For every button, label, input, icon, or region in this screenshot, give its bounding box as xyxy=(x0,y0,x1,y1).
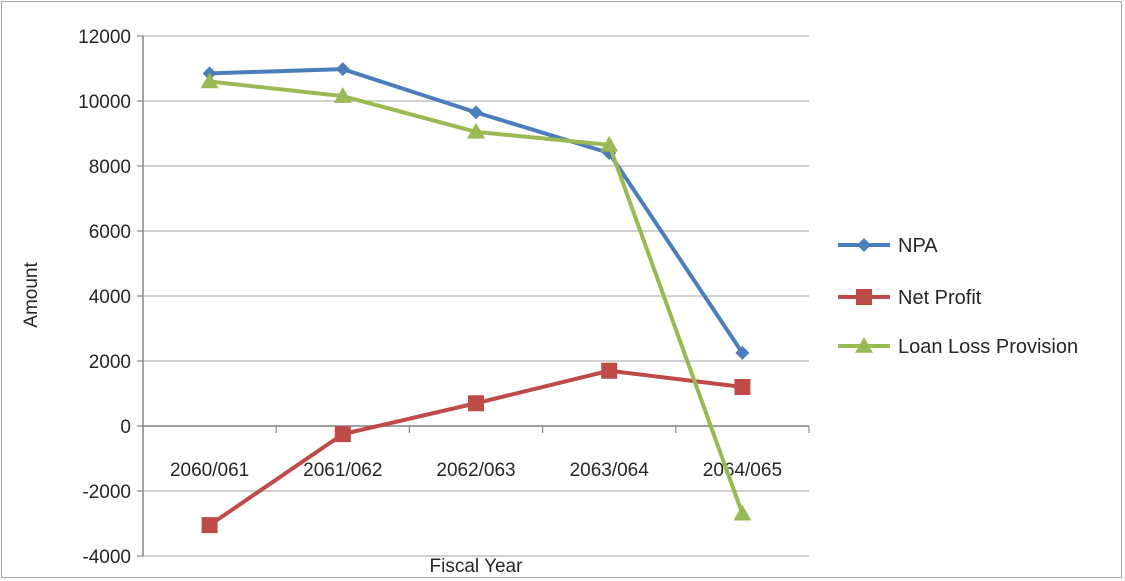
x-tick-label: 2064/065 xyxy=(703,460,782,481)
data-point xyxy=(601,362,618,379)
legend-marker xyxy=(856,289,872,305)
y-tick-label: 0 xyxy=(120,417,131,438)
x-tick-label: 2062/063 xyxy=(436,460,515,481)
x-tick-label: 2060/061 xyxy=(170,460,249,481)
data-point xyxy=(334,426,351,443)
legend: NPA Net Profit Loan Loss Provision xyxy=(838,235,1078,358)
y-tick-label: 2000 xyxy=(89,352,131,373)
legend-label: Loan Loss Provision xyxy=(898,336,1078,358)
data-point xyxy=(734,379,751,395)
series-0 xyxy=(202,62,750,360)
x-axis-title: Fiscal Year xyxy=(430,556,524,577)
series-1 xyxy=(201,362,751,534)
data-point xyxy=(733,504,752,521)
data-point xyxy=(469,105,483,120)
x-tick-label: 2063/064 xyxy=(570,460,650,481)
data-point xyxy=(200,72,219,89)
legend-item: Loan Loss Provision xyxy=(838,336,1078,358)
data-point xyxy=(201,517,218,534)
legend-marker xyxy=(855,337,873,353)
y-tick-label: 6000 xyxy=(89,222,131,243)
data-point xyxy=(333,87,352,103)
legend-marker xyxy=(857,238,871,252)
data-point xyxy=(468,395,484,412)
y-tick-label: -2000 xyxy=(82,482,131,503)
data-point xyxy=(335,62,350,77)
data-point xyxy=(467,122,485,139)
data-point xyxy=(735,345,750,360)
legend-item: Net Profit xyxy=(838,287,982,309)
series-line xyxy=(207,79,745,516)
series-layer xyxy=(200,62,752,534)
legend-item: NPA xyxy=(838,235,938,257)
legend-label: Net Profit xyxy=(898,287,982,309)
y-tick-label: 8000 xyxy=(89,157,131,178)
y-axis-title: Amount xyxy=(21,262,42,328)
legend-label: NPA xyxy=(898,235,938,257)
y-tick-label: 12000 xyxy=(78,27,131,48)
axes xyxy=(142,36,810,556)
y-tick-label: -4000 xyxy=(82,547,131,568)
y-tick-label: 10000 xyxy=(78,92,131,113)
data-point xyxy=(600,135,619,152)
y-tick-label: 4000 xyxy=(89,287,131,308)
y-tick-labels: -4000 -2000 0 2000 4000 6000 8000 10000 12000 xyxy=(78,27,131,568)
x-tick-label: 2061/062 xyxy=(303,460,382,481)
x-tick-labels: 2060/061 2061/062 2062/063 2063/064 2064/065 xyxy=(170,460,782,481)
series-2 xyxy=(200,72,752,521)
series-line xyxy=(207,368,745,528)
